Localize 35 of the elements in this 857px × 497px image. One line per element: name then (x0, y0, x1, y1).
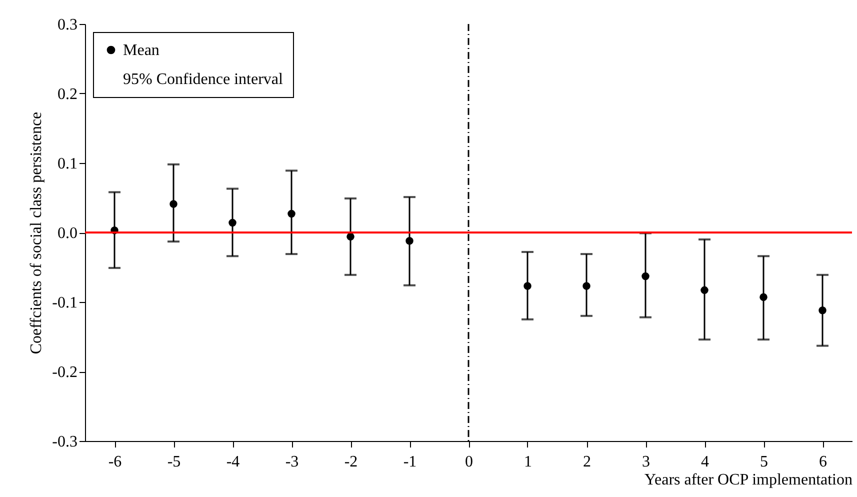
x-axis-title: Years after OCP implementation (644, 472, 852, 488)
point (642, 272, 650, 280)
x-tick-label: 5 (760, 454, 768, 470)
point (346, 232, 354, 241)
y-tick-label: 0.0 (58, 225, 78, 242)
x-tick-label: -3 (285, 454, 299, 470)
x-tick-label: -2 (344, 454, 358, 470)
x-tick-label: -4 (226, 454, 240, 470)
x-tick-label: 1 (524, 454, 532, 470)
y-tick-label: 0.3 (58, 16, 78, 34)
x-tick-label: -6 (108, 454, 122, 470)
point (818, 306, 826, 314)
point (524, 282, 532, 290)
x-tick-label: 4 (701, 454, 709, 470)
point (700, 286, 708, 294)
point (582, 282, 590, 290)
x-tick-label: 3 (642, 454, 650, 470)
x-tick-label: -5 (167, 454, 181, 470)
annotation: 95% Confidence interval (123, 71, 284, 88)
point (288, 210, 296, 218)
x-tick-label: -1 (403, 454, 417, 470)
y-tick-label: 0.2 (58, 86, 78, 103)
y-tick-label: -0.2 (52, 364, 78, 381)
point (228, 218, 236, 227)
legend-label: Mean (123, 42, 160, 59)
x-tick-label: 0 (465, 454, 473, 470)
y-tick-label: -0.3 (52, 434, 78, 450)
y-axis-title: Coeffcients of social class persistence (28, 112, 46, 354)
y-tick-label: -0.1 (52, 294, 78, 312)
x-tick-label: 2 (583, 454, 591, 470)
y-tick-label: 0.1 (58, 156, 78, 172)
point (760, 293, 768, 301)
x-tick-label: 6 (819, 454, 827, 470)
point (406, 236, 414, 245)
point (170, 200, 178, 208)
